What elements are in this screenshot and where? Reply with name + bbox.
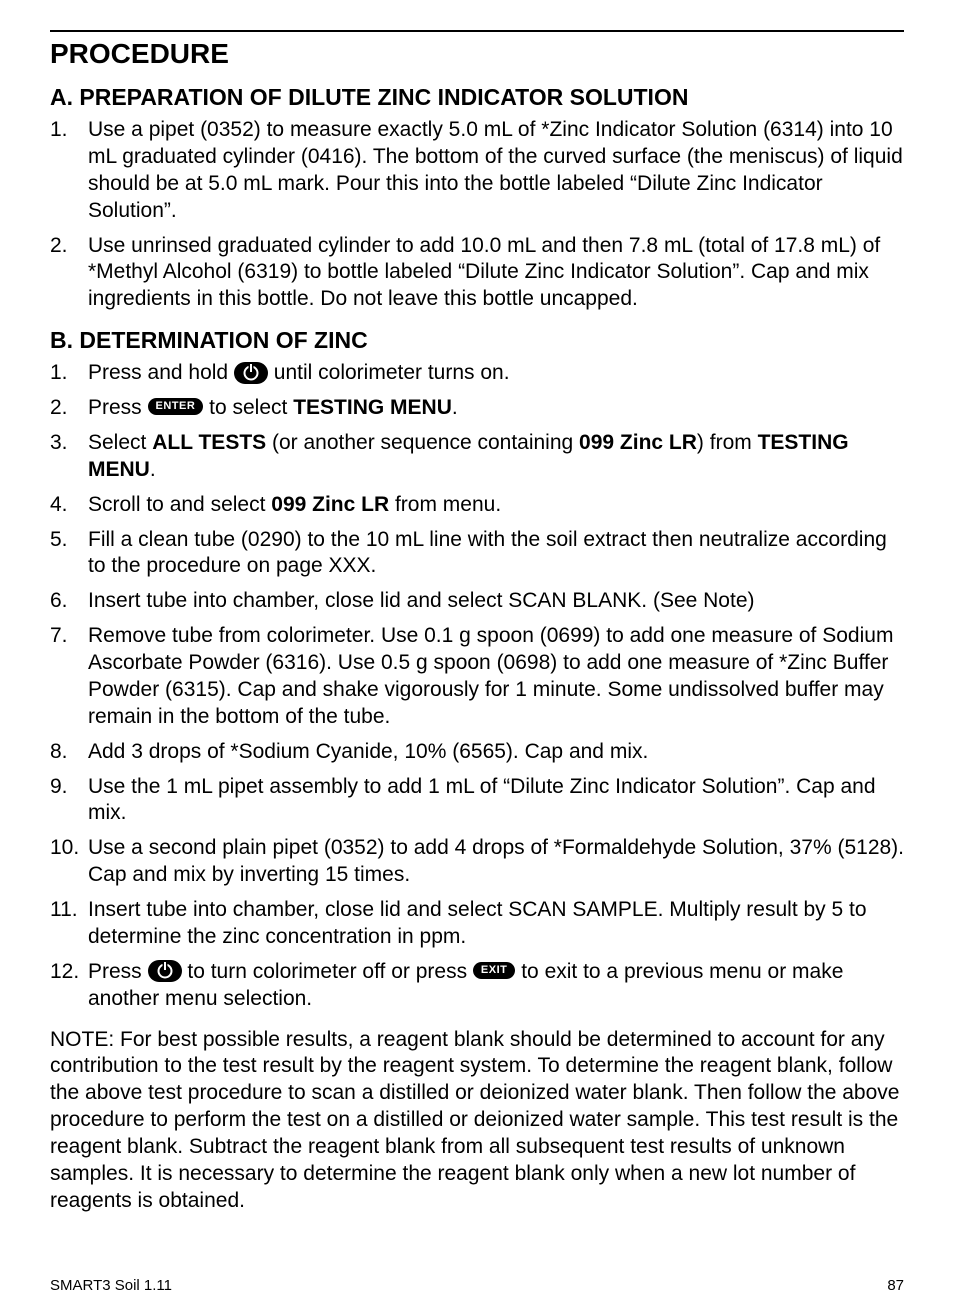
footer-right: 87: [887, 1277, 904, 1294]
item-text: Scroll to and select 099 Zinc LR from me…: [88, 492, 904, 519]
item-number: 7.: [50, 623, 88, 650]
power-icon: [148, 960, 182, 982]
item-number: 8.: [50, 739, 88, 766]
text-bold: 099 Zinc LR: [271, 493, 389, 516]
item-number: 3.: [50, 430, 88, 457]
item-number: 9.: [50, 774, 88, 801]
item-number: 10.: [50, 835, 88, 862]
item-text: Use a second plain pipet (0352) to add 4…: [88, 835, 904, 889]
list-item: 2. Press ENTER to select TESTING MENU.: [50, 395, 904, 422]
list-item: 5. Fill a clean tube (0290) to the 10 mL…: [50, 527, 904, 581]
enter-icon: ENTER: [148, 398, 204, 415]
item-text: Insert tube into chamber, close lid and …: [88, 897, 904, 951]
text-mid2: ) from: [697, 431, 758, 454]
text-bold: ALL TESTS: [152, 431, 266, 454]
item-text: Remove tube from colorimeter. Use 0.1 g …: [88, 623, 904, 731]
text-pre: Press: [88, 396, 148, 419]
text-post: .: [150, 458, 156, 481]
list-item: 1. Press and hold until colorimeter turn…: [50, 360, 904, 387]
text-pre: Press: [88, 960, 148, 983]
list-item: 8. Add 3 drops of *Sodium Cyanide, 10% (…: [50, 739, 904, 766]
item-number: 12.: [50, 959, 88, 986]
text-pre: Select: [88, 431, 152, 454]
note-text: NOTE: For best possible results, a reage…: [50, 1027, 904, 1215]
item-number: 2.: [50, 395, 88, 422]
item-text: Press ENTER to select TESTING MENU.: [88, 395, 904, 422]
text-pre: Press and hold: [88, 361, 234, 384]
item-text: Use the 1 mL pipet assembly to add 1 mL …: [88, 774, 904, 828]
item-text: Fill a clean tube (0290) to the 10 mL li…: [88, 527, 904, 581]
item-number: 4.: [50, 492, 88, 519]
list-item: 12. Press to turn colorimeter off or pre…: [50, 959, 904, 1013]
section-a-heading: A. PREPARATION OF DILUTE ZINC INDICATOR …: [50, 84, 904, 111]
list-item: 10. Use a second plain pipet (0352) to a…: [50, 835, 904, 889]
list-item: 3. Select ALL TESTS (or another sequence…: [50, 430, 904, 484]
footer-left: SMART3 Soil 1.11: [50, 1277, 172, 1294]
list-item: 11. Insert tube into chamber, close lid …: [50, 897, 904, 951]
section-b-list: 1. Press and hold until colorimeter turn…: [50, 360, 904, 1012]
item-number: 11.: [50, 897, 88, 924]
item-number: 6.: [50, 588, 88, 615]
text-post: .: [452, 396, 458, 419]
item-number: 5.: [50, 527, 88, 554]
item-text: Press and hold until colorimeter turns o…: [88, 360, 904, 387]
list-item: 4. Scroll to and select 099 Zinc LR from…: [50, 492, 904, 519]
text-post: until colorimeter turns on.: [274, 361, 510, 384]
item-text: Select ALL TESTS (or another sequence co…: [88, 430, 904, 484]
item-text: Press to turn colorimeter off or press E…: [88, 959, 904, 1013]
list-item: 1. Use a pipet (0352) to measure exactly…: [50, 117, 904, 225]
text-post: from menu.: [389, 493, 501, 516]
list-item: 2. Use unrinsed graduated cylinder to ad…: [50, 233, 904, 314]
item-number: 1.: [50, 360, 88, 387]
text-bold: 099 Zinc LR: [579, 431, 697, 454]
list-item: 7. Remove tube from colorimeter. Use 0.1…: [50, 623, 904, 731]
list-item: 6. Insert tube into chamber, close lid a…: [50, 588, 904, 615]
text-bold: TESTING MENU: [293, 396, 452, 419]
text-mid: (or another sequence containing: [266, 431, 579, 454]
item-text: Add 3 drops of *Sodium Cyanide, 10% (656…: [88, 739, 904, 766]
text-mid: to select: [209, 396, 293, 419]
item-text: Use a pipet (0352) to measure exactly 5.…: [88, 117, 904, 225]
section-a-list: 1. Use a pipet (0352) to measure exactly…: [50, 117, 904, 313]
exit-icon: EXIT: [473, 962, 515, 979]
footer: SMART3 Soil 1.11 87: [50, 1277, 904, 1294]
page-title: PROCEDURE: [50, 38, 904, 70]
text-pre: Scroll to and select: [88, 493, 271, 516]
section-b-heading: B. DETERMINATION OF ZINC: [50, 327, 904, 354]
item-number: 1.: [50, 117, 88, 144]
item-text: Insert tube into chamber, close lid and …: [88, 588, 904, 615]
power-icon: [234, 362, 268, 384]
item-text: Use unrinsed graduated cylinder to add 1…: [88, 233, 904, 314]
top-rule: [50, 30, 904, 32]
item-number: 2.: [50, 233, 88, 260]
list-item: 9. Use the 1 mL pipet assembly to add 1 …: [50, 774, 904, 828]
text-mid: to turn colorimeter off or press: [187, 960, 473, 983]
